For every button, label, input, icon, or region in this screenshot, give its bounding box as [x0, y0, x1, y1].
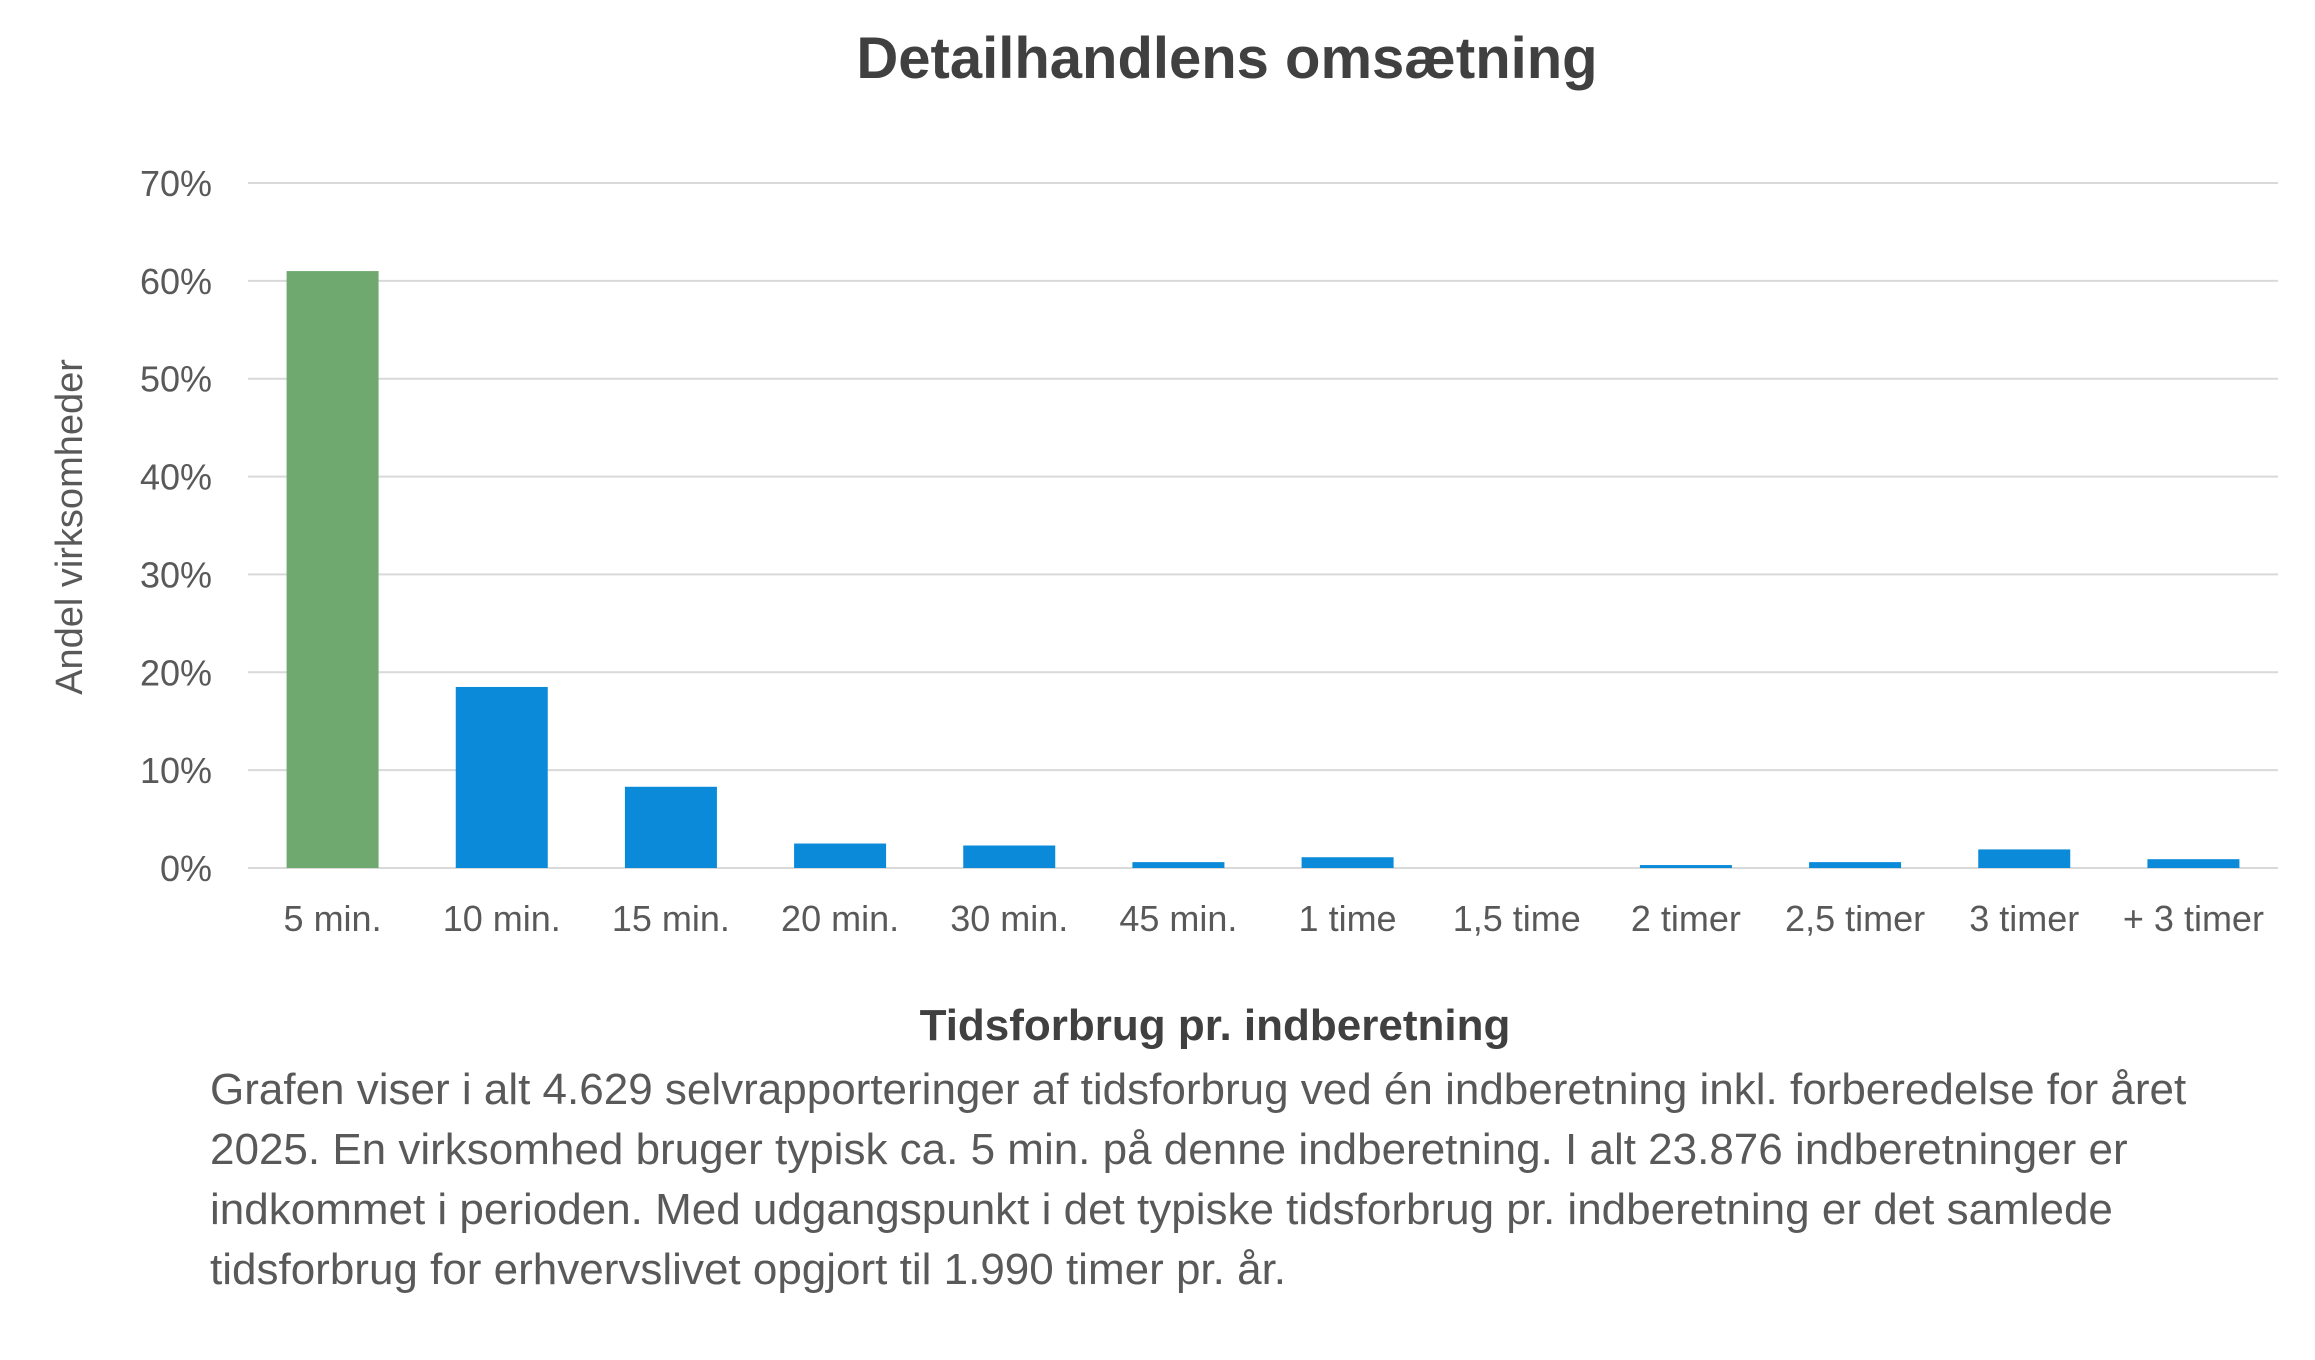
bar-12 [2147, 859, 2240, 868]
bar-7 [1301, 857, 1394, 868]
y-tick-label: 60% [140, 261, 212, 302]
x-tick-label: 1 time [1299, 898, 1397, 939]
x-tick-label: 30 min. [950, 898, 1068, 939]
y-axis-label: Andel virksomheder [49, 359, 91, 695]
bar-10 [1809, 862, 1902, 868]
y-tick-label: 40% [140, 457, 212, 498]
y-tick-label: 20% [140, 652, 212, 693]
y-tick-label: 0% [160, 848, 212, 889]
chart-title: Detailhandlens omsætning [856, 26, 1597, 91]
bar-11 [1978, 849, 2071, 868]
x-axis-label: Tidsforbrug pr. indberetning [920, 1001, 1511, 1050]
x-tick-label: 3 timer [1969, 898, 2079, 939]
bar-6 [1132, 862, 1225, 868]
bar-4 [794, 843, 887, 868]
y-tick-label: 10% [140, 750, 212, 791]
bars [286, 271, 2240, 869]
x-tick-label: 10 min. [443, 898, 561, 939]
chart-caption: Grafen viser i alt 4.629 selvrapporterin… [210, 1065, 2187, 1294]
x-tick-label: 15 min. [612, 898, 730, 939]
y-tick-label: 30% [140, 554, 212, 595]
y-tick-label: 50% [140, 359, 212, 400]
x-tick-label: 2,5 timer [1785, 898, 1925, 939]
bar-5 [963, 845, 1056, 868]
y-axis-ticks: 0% 10% 20% 30% 40% 50% 60% 70% [140, 163, 212, 889]
y-tick-label: 70% [140, 163, 212, 204]
x-tick-label: 1,5 time [1453, 898, 1581, 939]
bar-9 [1639, 865, 1732, 868]
gridlines [248, 182, 2278, 869]
bar-2 [455, 686, 548, 868]
x-tick-label: 45 min. [1119, 898, 1237, 939]
bar-3 [624, 786, 717, 868]
x-tick-label: 5 min. [284, 898, 382, 939]
x-tick-label: 20 min. [781, 898, 899, 939]
x-tick-label: 2 timer [1631, 898, 1741, 939]
x-axis-ticks: 5 min. 10 min. 15 min. 20 min. 30 min. 45 min… [284, 898, 2264, 939]
x-tick-label: + 3 timer [2123, 898, 2264, 939]
bar-1 [286, 271, 379, 869]
